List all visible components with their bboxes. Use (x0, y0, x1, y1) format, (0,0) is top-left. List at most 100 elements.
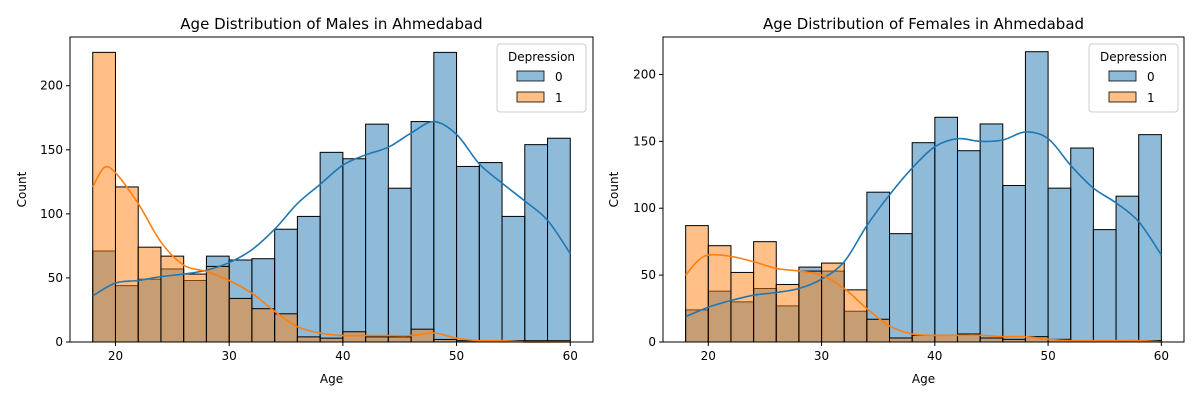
x-axis-ticks: 20 30 40 50 60 (701, 342, 1169, 363)
histogram-bar-series-1 (183, 273, 207, 343)
histogram-bar-series-0 (956, 150, 981, 343)
chart-title: Age Distribution of Females in Ahmedabad (763, 15, 1084, 33)
kde-line-series-1 (685, 253, 1162, 343)
histogram-bar-series-1 (889, 337, 913, 343)
x-tick-label: 40 (335, 349, 350, 363)
x-axis-label: Age (320, 372, 343, 386)
histogram-bar-series-1 (866, 318, 891, 343)
y-tick-label: 100 (633, 201, 656, 215)
females-chart-panel: Age Distribution of Females in Ahmedabad… (607, 15, 1185, 386)
legend-entry-1: 1 (555, 91, 563, 105)
x-tick-label: 60 (1154, 349, 1169, 363)
histogram-bar-series-1 (775, 283, 800, 343)
histogram-bar-series-0 (934, 116, 958, 343)
x-axis-ticks: 20 30 40 50 60 (108, 342, 578, 363)
histogram-bar-series-0 (547, 137, 571, 343)
y-axis-label: Count (15, 171, 29, 207)
x-tick-label: 30 (814, 349, 829, 363)
y-axis-label: Count (607, 171, 621, 207)
kde-curves (685, 131, 1163, 343)
kde-line-series-1 (92, 165, 571, 343)
y-tick-label: 150 (40, 143, 63, 157)
histogram-bar-series-1 (92, 51, 116, 343)
x-tick-label: 20 (701, 349, 716, 363)
histogram-bar-series-1 (685, 225, 709, 343)
legend: Depression 0 1 (1088, 43, 1179, 113)
males-chart-panel: Age Distribution of Males in Ahmedabad 2… (15, 15, 594, 386)
y-tick-label: 50 (641, 268, 656, 282)
histogram-bars (685, 51, 1162, 343)
histogram-bar-series-1 (319, 337, 344, 343)
histogram-bar-series-1 (274, 313, 298, 343)
histogram-bar-series-0 (889, 233, 913, 343)
histogram-bar-series-1 (365, 336, 389, 343)
legend-entry-0: 0 (1147, 70, 1155, 84)
legend-swatch-1 (1108, 91, 1137, 103)
histogram-bar-series-0 (478, 162, 503, 343)
plot-frame (662, 36, 1185, 343)
histogram-bar-series-1 (160, 255, 185, 343)
x-tick-label: 50 (1040, 349, 1055, 363)
y-tick-label: 150 (633, 134, 656, 148)
kde-curves (92, 120, 571, 343)
histogram-bar-series-0 (296, 215, 321, 343)
kde-line-series-0 (92, 120, 571, 297)
histogram-bar-series-1 (296, 336, 321, 343)
y-tick-label: 200 (40, 79, 63, 93)
histogram-bar-series-0 (1002, 184, 1026, 343)
histogram-bar-series-1 (821, 262, 845, 343)
kde-line-series-0 (685, 131, 1163, 318)
histogram-bar-series-0 (911, 142, 936, 343)
histogram-bar-series-0 (524, 144, 549, 343)
histogram-bar-series-1 (911, 334, 936, 343)
histogram-bar-series-1 (707, 245, 732, 343)
histogram-bar-series-1 (934, 334, 958, 343)
histogram-bar-series-0 (501, 215, 526, 343)
histogram-bar-series-1 (342, 331, 367, 343)
histogram-bar-series-0 (456, 165, 480, 343)
histogram-bar-series-0 (342, 158, 367, 343)
histogram-bar-series-0 (433, 51, 458, 343)
x-tick-label: 40 (927, 349, 942, 363)
plot-frame (69, 36, 594, 343)
legend-title: Depression (508, 50, 575, 64)
y-axis-ticks: 0 50 100 150 200 (40, 79, 70, 349)
y-axis-ticks: 0 50 100 150 200 (633, 67, 663, 349)
histogram-bar-series-1 (387, 336, 412, 343)
y-tick-label: 200 (633, 67, 656, 81)
histogram-bar-series-0 (1024, 51, 1049, 343)
legend: Depression 0 1 (496, 43, 587, 113)
y-tick-label: 100 (40, 207, 63, 221)
y-tick-label: 0 (55, 335, 63, 349)
legend-entry-1: 1 (1147, 91, 1155, 105)
histogram-bar-series-0 (365, 123, 389, 343)
x-tick-label: 30 (222, 349, 237, 363)
histogram-bar-series-1 (979, 337, 1004, 343)
y-tick-label: 0 (648, 335, 656, 349)
histogram-bar-series-1 (205, 265, 230, 343)
histogram-bar-series-1 (251, 308, 276, 343)
histogram-bars (92, 51, 571, 343)
histogram-bar-series-0 (1047, 187, 1072, 343)
histogram-bar-series-0 (387, 187, 412, 343)
histogram-bar-series-1 (753, 241, 777, 343)
histogram-bar-series-1 (114, 186, 139, 343)
legend-title: Depression (1100, 50, 1167, 64)
legend-swatch-0 (1108, 70, 1137, 82)
x-tick-label: 60 (563, 349, 578, 363)
histogram-bar-series-0 (979, 123, 1004, 343)
histogram-bar-series-1 (730, 271, 755, 343)
histogram-bar-series-1 (137, 246, 162, 343)
y-tick-label: 50 (48, 271, 63, 285)
histogram-bar-series-0 (1092, 229, 1117, 343)
legend-swatch-0 (516, 70, 545, 82)
histogram-bar-series-0 (410, 121, 435, 343)
legend-entry-0: 0 (555, 70, 563, 84)
x-axis-label: Age (912, 372, 935, 386)
histogram-bar-series-1 (228, 297, 253, 343)
legend-swatch-1 (516, 91, 545, 103)
x-tick-label: 20 (108, 349, 123, 363)
x-tick-label: 50 (449, 349, 464, 363)
